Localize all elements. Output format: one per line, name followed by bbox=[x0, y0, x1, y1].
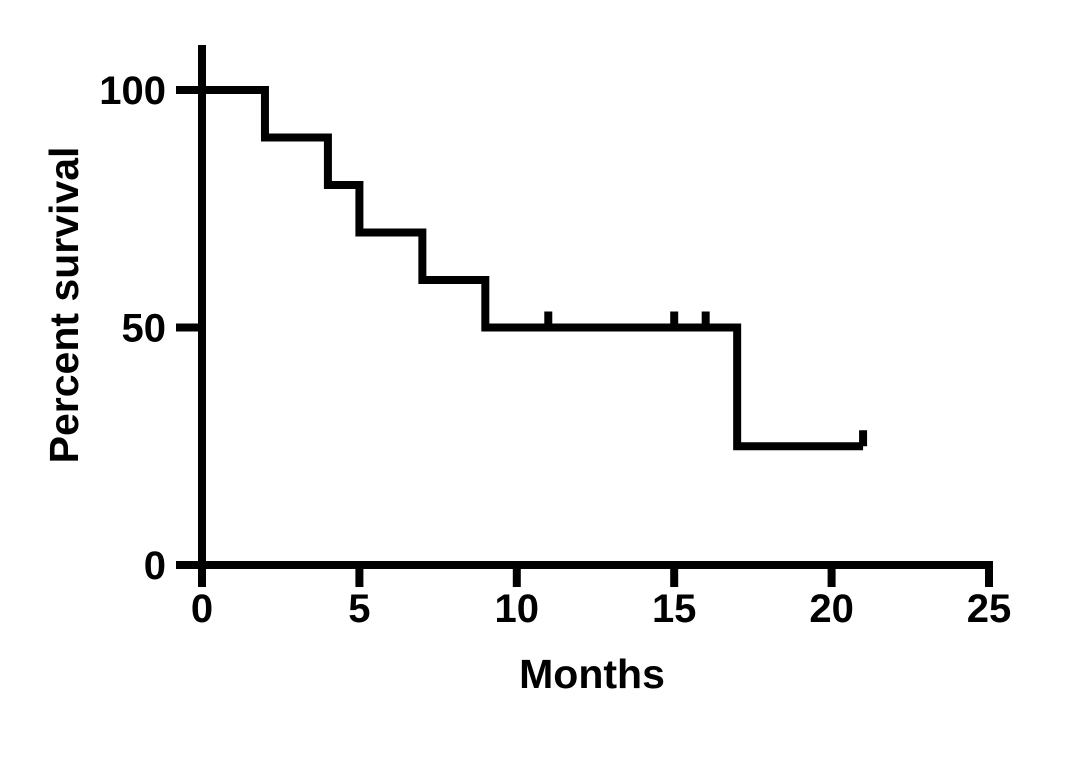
x-tick-label-10: 10 bbox=[495, 587, 540, 631]
y-axis-title: Percent survival bbox=[41, 147, 87, 464]
y-tick-label-100: 100 bbox=[99, 69, 166, 113]
x-axis: 0 5 10 15 20 25 Months bbox=[191, 561, 1011, 697]
y-tick-label-50: 50 bbox=[122, 307, 167, 351]
x-tick-label-5: 5 bbox=[348, 587, 370, 631]
x-tick-label-25: 25 bbox=[967, 587, 1012, 631]
survival-series bbox=[202, 86, 868, 451]
y-axis-tick-labels: 100 50 0 bbox=[99, 69, 166, 588]
survival-curve bbox=[202, 86, 864, 451]
x-axis-tick-labels: 0 5 10 15 20 25 bbox=[191, 587, 1011, 631]
x-axis-title: Months bbox=[519, 651, 665, 697]
y-axis: 100 50 0 Percent survival bbox=[41, 45, 206, 588]
censor-marks bbox=[544, 311, 868, 447]
x-tick-label-15: 15 bbox=[652, 587, 697, 631]
x-tick-label-0: 0 bbox=[191, 587, 213, 631]
x-tick-label-20: 20 bbox=[809, 587, 854, 631]
x-axis-ticks bbox=[198, 561, 993, 587]
y-tick-label-0: 0 bbox=[144, 544, 166, 588]
